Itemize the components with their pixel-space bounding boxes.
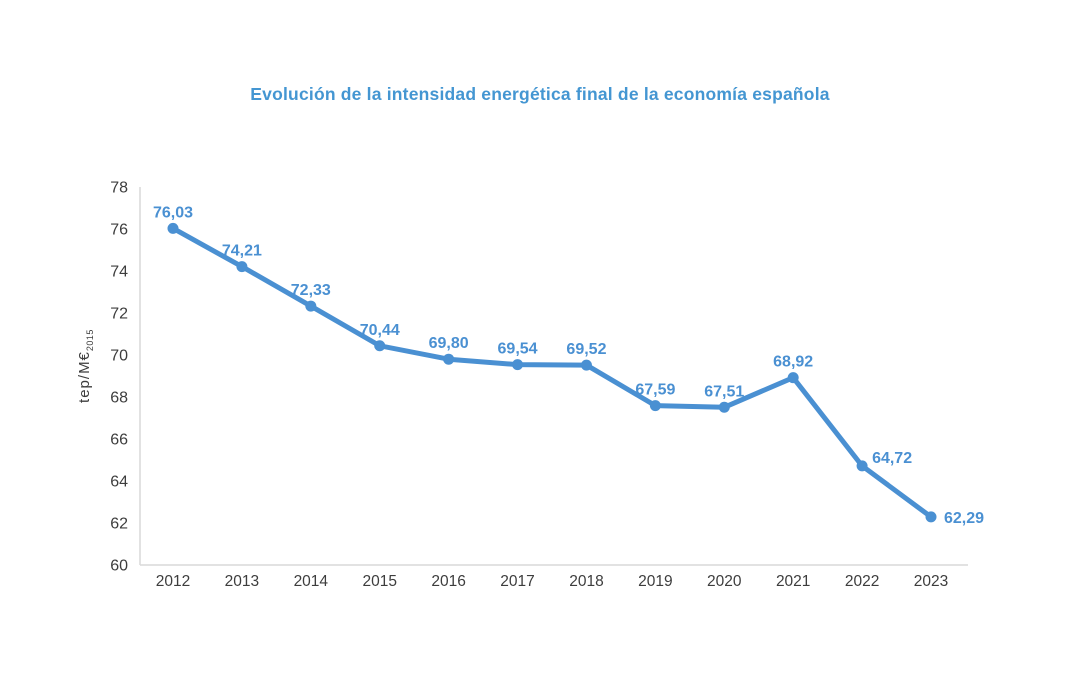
y-tick-label: 78: [110, 180, 128, 197]
y-tick-label: 62: [110, 516, 128, 533]
data-point-label: 76,03: [153, 204, 193, 221]
data-point-marker: [649, 400, 661, 412]
x-tick-label: 2016: [431, 573, 465, 590]
y-tick-label: 64: [110, 474, 128, 491]
data-point-label: 68,92: [773, 354, 813, 371]
data-point-marker: [856, 460, 868, 472]
data-point-label: 62,29: [944, 510, 984, 527]
data-point-marker: [925, 511, 937, 523]
data-point-marker: [718, 401, 730, 413]
data-point-label: 67,51: [704, 383, 744, 400]
x-tick-label: 2015: [362, 573, 396, 590]
y-tick-label: 70: [110, 348, 128, 365]
x-tick-label: 2018: [569, 573, 603, 590]
data-point-label: 69,52: [566, 341, 606, 358]
data-point-label: 74,21: [222, 243, 262, 260]
x-tick-label: 2014: [294, 573, 329, 590]
y-tick-label: 66: [110, 432, 128, 449]
data-point-label: 64,72: [872, 450, 912, 467]
y-tick-label: 72: [110, 306, 128, 323]
x-tick-label: 2023: [914, 573, 948, 590]
data-point-label: 69,54: [498, 341, 538, 358]
series-line: [170, 225, 934, 520]
x-tick-label: 2022: [845, 573, 879, 590]
data-point-label: 70,44: [360, 322, 400, 339]
data-point-marker: [580, 359, 592, 371]
y-tick-label: 68: [110, 390, 128, 407]
chart-title: Evolución de la intensidad energética fi…: [250, 84, 830, 104]
data-point-marker: [374, 340, 386, 352]
x-tick-label: 2019: [638, 573, 672, 590]
data-point-marker: [512, 359, 524, 371]
y-tick-label: 74: [110, 264, 128, 281]
x-tick-label: 2020: [707, 573, 742, 590]
x-tick-label: 2017: [500, 573, 534, 590]
x-tick-label: 2013: [225, 573, 259, 590]
data-point-marker: [167, 222, 179, 234]
data-point-marker: [236, 261, 248, 273]
x-tick-label: 2012: [156, 573, 190, 590]
y-tick-label: 60: [110, 558, 128, 575]
y-tick-label: 76: [110, 222, 128, 239]
data-point-label: 67,59: [635, 382, 675, 399]
data-point-label: 72,33: [291, 282, 331, 299]
x-tick-label: 2021: [776, 573, 810, 590]
data-point-marker: [787, 372, 799, 384]
data-point-marker: [305, 300, 317, 312]
data-point-label: 69,80: [429, 335, 469, 352]
data-point-marker: [443, 353, 455, 365]
